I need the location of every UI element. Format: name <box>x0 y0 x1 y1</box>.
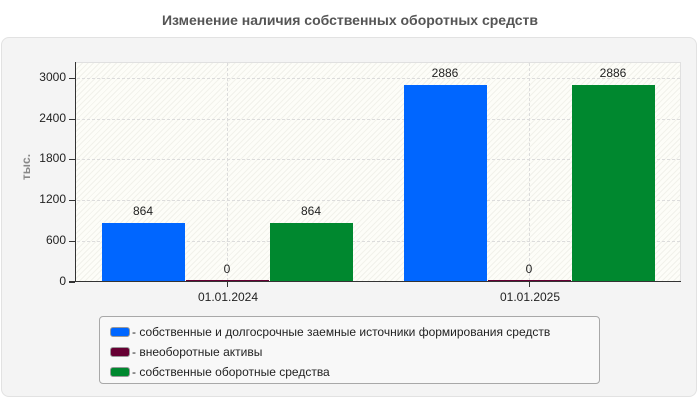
y-axis <box>75 62 76 282</box>
bar-value-label: 0 <box>223 262 231 276</box>
bar-value-label: 0 <box>525 262 533 276</box>
y-tick-label: 1200 <box>39 192 66 206</box>
y-tick-label: 600 <box>45 233 66 247</box>
legend-item-working-capital[interactable]: - собственные оборотные средства <box>110 362 599 382</box>
y-tick-label: 3000 <box>39 70 66 84</box>
bar-value-label: 2886 <box>599 66 627 80</box>
bar-sources-2024 <box>102 223 185 282</box>
legend-label: - собственные и долгосрочные заемные ист… <box>132 325 551 339</box>
gridline-1200 <box>77 200 680 201</box>
y-tick <box>69 200 75 201</box>
y-tick <box>69 119 75 120</box>
legend: - собственные и долгосрочные заемные ист… <box>99 316 600 384</box>
y-tick-label: 2400 <box>39 111 66 125</box>
legend-swatch-icon <box>110 347 130 357</box>
x-tick <box>529 282 530 287</box>
bar-working-capital-2025 <box>572 85 655 282</box>
y-tick-label: 0 <box>59 274 66 288</box>
y-tick <box>69 241 75 242</box>
bar-working-capital-2024 <box>270 223 353 282</box>
x-axis <box>69 281 681 282</box>
legend-item-sources[interactable]: - собственные и долгосрочные заемные ист… <box>110 322 599 342</box>
bar-value-label: 2886 <box>431 66 459 80</box>
gridline-1800 <box>77 159 680 160</box>
x-tick <box>227 282 228 287</box>
y-tick <box>69 282 75 283</box>
gridline-3000 <box>77 78 680 79</box>
x-tick-label: 01.01.2024 <box>197 290 259 304</box>
gridline-2400 <box>77 119 680 120</box>
y-tick-label: 1800 <box>39 151 66 165</box>
legend-swatch-icon <box>110 327 130 337</box>
bar-value-label: 864 <box>300 204 322 218</box>
y-tick <box>69 159 75 160</box>
legend-item-noncurrent-assets[interactable]: - внеоборотные активы <box>110 342 599 362</box>
legend-label: - внеоборотные активы <box>132 345 263 359</box>
legend-swatch-icon <box>110 367 130 377</box>
vgrid-2 <box>529 63 530 281</box>
gridline-600 <box>77 241 680 242</box>
y-tick <box>69 78 75 79</box>
legend-label: - собственные оборотные средства <box>132 365 330 379</box>
x-tick-label: 01.01.2025 <box>499 290 561 304</box>
bar-sources-2025 <box>404 85 487 282</box>
vgrid-1 <box>227 63 228 281</box>
bar-value-label: 864 <box>132 204 154 218</box>
chart-title: Изменение наличия собственных оборотных … <box>161 12 539 28</box>
